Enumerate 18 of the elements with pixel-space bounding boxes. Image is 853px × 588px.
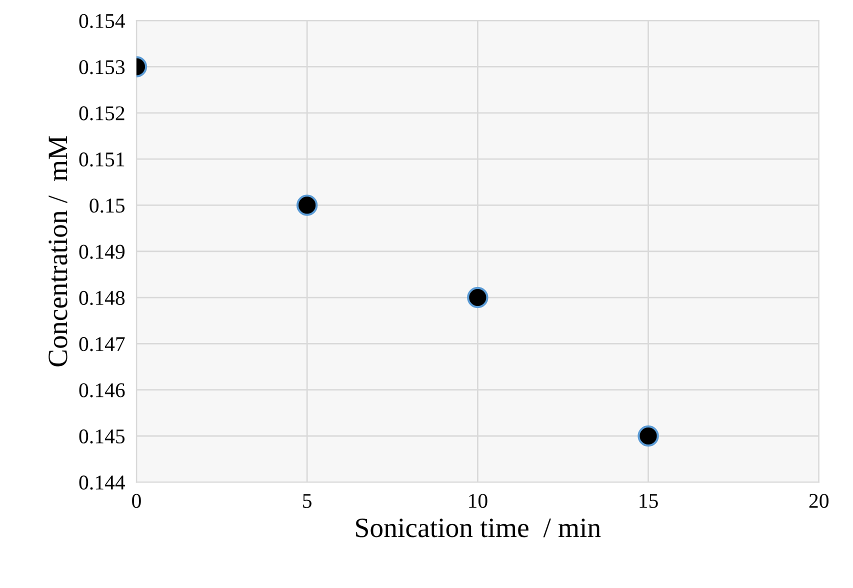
x-tick-label: 10 — [469, 494, 488, 508]
x-tick-label: 5 — [303, 494, 312, 508]
y-tick-label: 0.145 — [79, 429, 125, 444]
x-tick-label: 20 — [809, 494, 828, 508]
x-tick-label: 15 — [640, 494, 658, 508]
y-axis-title: Concentration / mM — [48, 136, 68, 366]
y-tick-label: 0.153 — [79, 60, 125, 74]
y-tick-label: 0.152 — [79, 106, 124, 120]
y-tick-label: 0.151 — [79, 152, 124, 167]
y-tick-label: 0.146 — [79, 383, 125, 398]
x-axis-title: Sonication time / min — [356, 518, 601, 538]
y-tick-label: 0.154 — [79, 14, 126, 28]
y-tick-label: 0.144 — [79, 476, 126, 490]
x-tick-label: 0 — [132, 494, 141, 508]
y-tick-label: 0.148 — [79, 290, 125, 306]
y-tick-label: 0.15 — [90, 198, 125, 213]
y-tick-label: 0.147 — [79, 337, 125, 352]
y-tick-label: 0.149 — [79, 244, 125, 259]
